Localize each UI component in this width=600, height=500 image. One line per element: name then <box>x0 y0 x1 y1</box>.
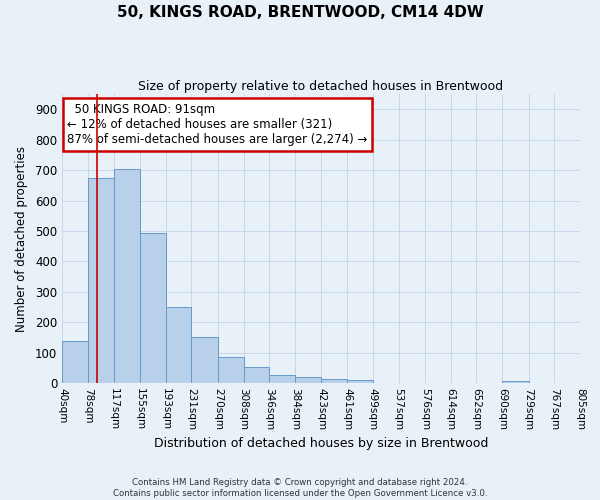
Bar <box>140 233 166 383</box>
Bar <box>191 338 218 383</box>
Text: 50 KINGS ROAD: 91sqm  
← 12% of detached houses are smaller (321)
87% of semi-de: 50 KINGS ROAD: 91sqm ← 12% of detached h… <box>67 103 368 146</box>
Text: Contains HM Land Registry data © Crown copyright and database right 2024.
Contai: Contains HM Land Registry data © Crown c… <box>113 478 487 498</box>
Bar <box>295 377 322 383</box>
Bar <box>269 374 295 383</box>
Bar <box>244 368 269 383</box>
X-axis label: Distribution of detached houses by size in Brentwood: Distribution of detached houses by size … <box>154 437 488 450</box>
Y-axis label: Number of detached properties: Number of detached properties <box>15 146 28 332</box>
Bar <box>218 356 244 383</box>
Bar <box>502 380 529 383</box>
Text: 50, KINGS ROAD, BRENTWOOD, CM14 4DW: 50, KINGS ROAD, BRENTWOOD, CM14 4DW <box>116 5 484 20</box>
Bar <box>88 178 114 383</box>
Bar <box>114 168 140 383</box>
Bar <box>166 306 191 383</box>
Bar <box>322 380 347 383</box>
Bar <box>62 341 88 383</box>
Bar <box>347 380 373 383</box>
Title: Size of property relative to detached houses in Brentwood: Size of property relative to detached ho… <box>139 80 503 93</box>
